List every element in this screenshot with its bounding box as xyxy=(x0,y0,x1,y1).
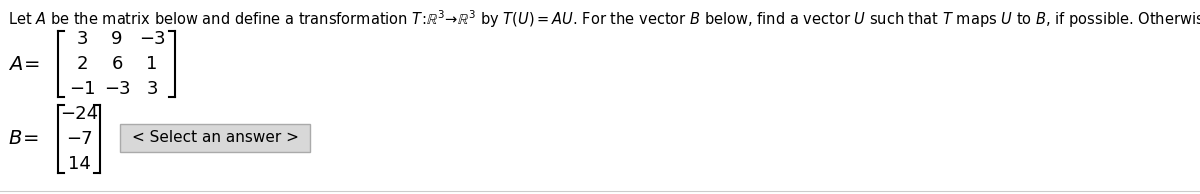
Text: $B\!=\!$: $B\!=\!$ xyxy=(8,130,38,148)
Text: 2: 2 xyxy=(77,55,88,73)
Text: < Select an answer >: < Select an answer > xyxy=(132,131,299,146)
Text: 6: 6 xyxy=(112,55,122,73)
Text: 14: 14 xyxy=(67,155,90,173)
Text: −1: −1 xyxy=(68,80,95,98)
FancyBboxPatch shape xyxy=(120,124,310,152)
Text: 1: 1 xyxy=(146,55,157,73)
Text: −24: −24 xyxy=(60,105,98,123)
Text: 3: 3 xyxy=(77,30,88,48)
Text: 3: 3 xyxy=(146,80,157,98)
Text: 9: 9 xyxy=(112,30,122,48)
Text: −3: −3 xyxy=(103,80,131,98)
Text: −7: −7 xyxy=(66,130,92,148)
Text: $A\!=\!$: $A\!=\!$ xyxy=(8,55,40,74)
Text: Let $A$ be the matrix below and define a transformation $T\!:\!\mathbb{R}^3\!\to: Let $A$ be the matrix below and define a… xyxy=(8,8,1200,30)
Text: −3: −3 xyxy=(139,30,166,48)
